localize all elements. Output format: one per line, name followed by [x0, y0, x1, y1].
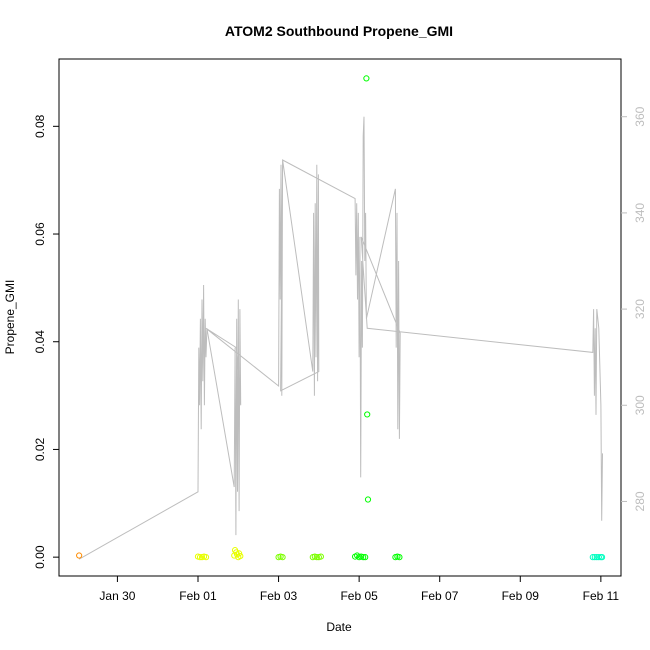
data-point [598, 554, 606, 561]
y2-tick-label: 280 [633, 491, 647, 511]
data-point [237, 552, 244, 560]
x-tick-label: Feb 03 [260, 589, 298, 603]
data-point [364, 411, 371, 418]
x-axis: Jan 30 Feb 01 Feb 03 Feb 05 Feb 07 Feb 09 Feb … [99, 576, 619, 603]
data-point [363, 75, 370, 82]
x-tick-label: Feb 01 [179, 589, 217, 603]
x-tick-label: Feb 05 [340, 589, 378, 603]
y-tick-label: 0.06 [33, 222, 47, 246]
y2-tick-label: 340 [633, 203, 647, 223]
x-tick-label: Feb 07 [421, 589, 459, 603]
series-line [78, 116, 603, 560]
y2-tick-label: 300 [633, 395, 647, 415]
data-point [279, 554, 286, 561]
data-point [313, 554, 320, 561]
y-axis-right: 280 300 320 340 360 [621, 106, 647, 511]
chart-title: ATOM2 Southbound Propene_GMI [225, 23, 453, 39]
x-tick-label: Jan 30 [99, 589, 135, 603]
data-point [364, 496, 372, 503]
y-axis: 0.00 0.02 0.04 0.06 0.08 [33, 114, 59, 569]
data-point [76, 552, 83, 559]
y2-tick-label: 360 [633, 106, 647, 126]
y-axis-label: Propene_GMI [3, 280, 17, 355]
data-point [595, 554, 602, 561]
x-tick-label: Feb 09 [502, 589, 540, 603]
y2-tick-label: 320 [633, 299, 647, 319]
data-point [360, 554, 367, 561]
data-point [317, 553, 324, 560]
plot-box [58, 58, 622, 577]
data-point [591, 554, 598, 561]
x-tick-label: Feb 11 [583, 589, 620, 603]
y-tick-label: 0.08 [33, 114, 47, 138]
y-tick-label: 0.04 [33, 330, 47, 354]
data-point [589, 554, 596, 561]
data-point [362, 554, 369, 561]
x-axis-label: Date [326, 620, 352, 634]
secondary-line-series [78, 116, 603, 560]
data-point [196, 554, 204, 561]
data-point [202, 554, 210, 561]
y-tick-label: 0.02 [33, 437, 47, 461]
data-point [396, 554, 403, 561]
y-tick-label: 0.00 [33, 545, 47, 569]
scatter-series [76, 75, 606, 561]
